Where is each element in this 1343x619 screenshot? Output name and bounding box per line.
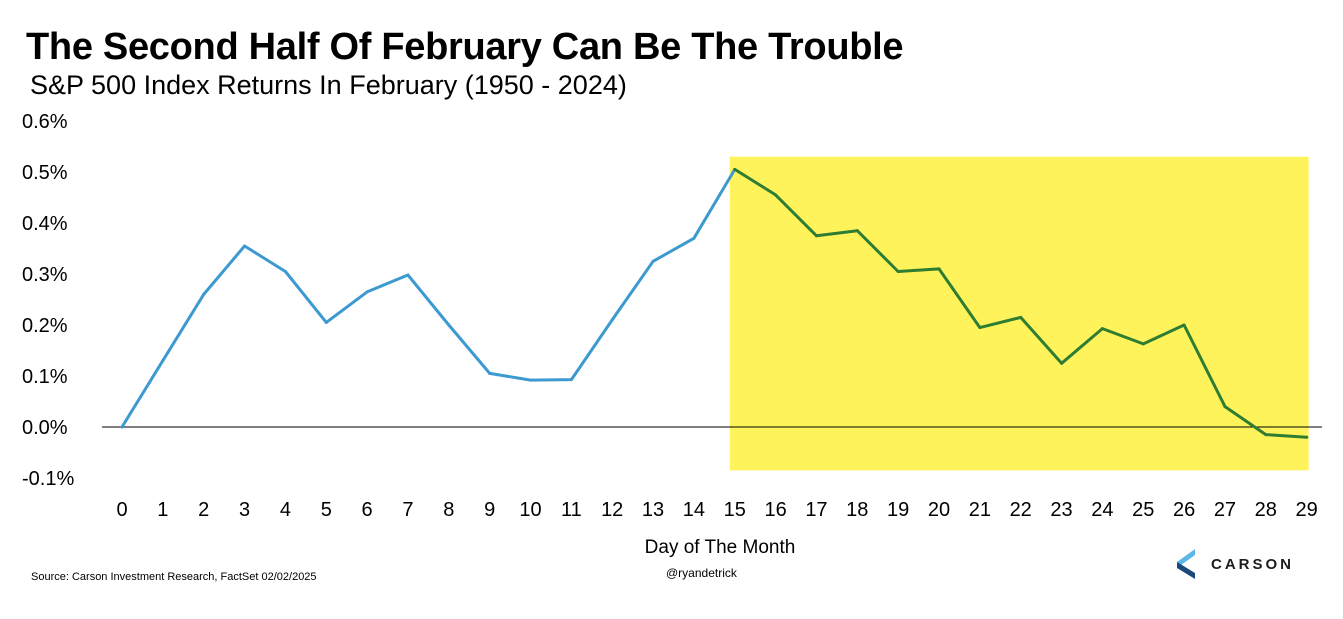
- x-tick-label: 7: [402, 499, 413, 521]
- x-tick-label: 5: [321, 499, 332, 521]
- x-axis-title: Day of The Month: [645, 537, 796, 558]
- series-line-first-half: [120, 167, 737, 429]
- data-point: [1060, 361, 1064, 365]
- y-tick-label: 0.1%: [22, 366, 68, 388]
- x-tick-label: 6: [362, 499, 373, 521]
- data-point: [488, 371, 492, 375]
- x-tick-label: 2: [198, 499, 209, 521]
- data-point: [978, 326, 982, 330]
- data-point: [529, 378, 532, 382]
- x-tick-label: 0: [116, 499, 127, 521]
- x-tick-label: 10: [519, 499, 541, 521]
- x-tick-label: 3: [239, 499, 250, 521]
- y-tick-label: 0.2%: [22, 315, 68, 337]
- x-tick-label: 8: [443, 499, 454, 521]
- carson-logo-icon: [1177, 549, 1195, 579]
- author-handle: @ryandetrick: [666, 566, 737, 580]
- x-tick-label: 21: [969, 499, 991, 521]
- x-tick-label: 25: [1132, 499, 1154, 521]
- data-point: [855, 229, 859, 233]
- data-point: [692, 236, 696, 240]
- chart-subtitle: S&P 500 Index Returns In February (1950 …: [30, 70, 627, 100]
- x-tick-label: 26: [1173, 499, 1195, 521]
- carson-logo-text: CARSON: [1211, 555, 1295, 573]
- y-tick-label: 0.6%: [22, 111, 68, 133]
- x-tick-label: 12: [601, 499, 623, 521]
- chart-title: The Second Half Of February Can Be The T…: [26, 26, 904, 68]
- data-point: [1141, 342, 1145, 346]
- x-tick-label: 28: [1255, 499, 1277, 521]
- data-point: [365, 290, 369, 294]
- x-tick-label: 11: [561, 499, 582, 521]
- y-tick-label: -0.1%: [22, 468, 74, 490]
- data-point: [733, 167, 737, 171]
- x-tick-label: 17: [805, 499, 827, 521]
- x-tick-label: 13: [642, 499, 664, 521]
- data-point: [324, 320, 328, 324]
- x-tick-label: 22: [1010, 499, 1032, 521]
- data-point: [202, 292, 206, 296]
- x-tick-label: 4: [280, 499, 291, 521]
- data-point: [283, 269, 287, 273]
- data-point: [1182, 323, 1186, 327]
- data-point: [651, 259, 655, 263]
- data-point: [1264, 433, 1268, 437]
- y-tick-label: 0.5%: [22, 162, 68, 184]
- data-point: [1305, 435, 1309, 439]
- x-tick-label: 19: [887, 499, 909, 521]
- x-tick-label: 1: [157, 499, 168, 521]
- second-half-highlight: [729, 156, 1309, 471]
- data-point: [896, 269, 900, 273]
- source-note: Source: Carson Investment Research, Fact…: [31, 571, 317, 583]
- data-point: [120, 425, 124, 429]
- data-point: [447, 323, 451, 327]
- data-point: [937, 267, 941, 271]
- data-point: [406, 273, 410, 277]
- x-tick-label: 9: [484, 499, 495, 521]
- y-tick-label: 0.0%: [22, 417, 68, 439]
- data-point: [243, 244, 247, 248]
- data-point: [814, 234, 818, 238]
- x-tick-label: 24: [1091, 499, 1113, 521]
- x-tick-label: 27: [1214, 499, 1236, 521]
- x-tick-label: 29: [1296, 499, 1318, 521]
- data-point: [569, 378, 573, 382]
- y-tick-label: 0.4%: [22, 213, 68, 235]
- data-point: [1223, 405, 1227, 409]
- carson-logo: CARSON: [1177, 549, 1294, 579]
- x-tick-label: 14: [683, 499, 705, 521]
- x-tick-label: 23: [1050, 499, 1072, 521]
- data-point: [161, 359, 165, 363]
- y-tick-label: 0.3%: [22, 264, 68, 286]
- x-tick-label: 16: [764, 499, 786, 521]
- x-tick-label: 20: [928, 499, 950, 521]
- data-point: [1019, 315, 1023, 319]
- x-tick-label: 15: [724, 499, 746, 521]
- data-point: [610, 318, 614, 322]
- data-point: [1100, 327, 1104, 331]
- x-tick-label: 18: [846, 499, 868, 521]
- data-point: [774, 193, 778, 197]
